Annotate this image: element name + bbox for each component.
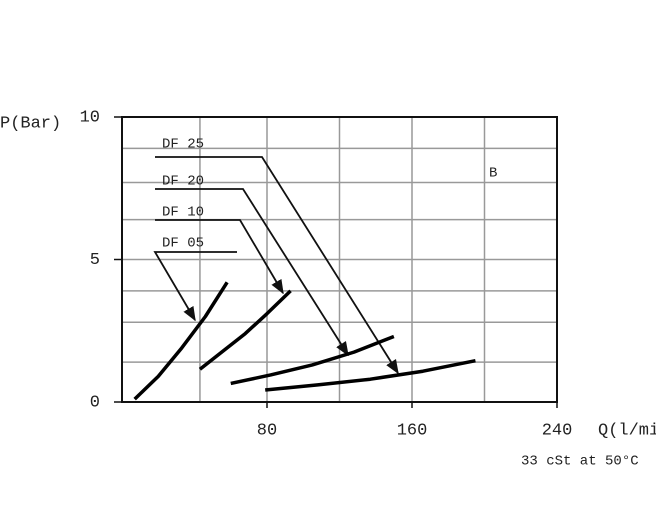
grid	[122, 117, 557, 402]
leader	[155, 219, 284, 295]
note: 33 cSt at 50°C	[521, 454, 639, 470]
x-axis-label: Q(l/min)	[598, 421, 656, 440]
leader	[155, 188, 349, 357]
x-tick-label: 80	[257, 421, 277, 440]
leader	[153, 251, 237, 322]
curve	[198, 289, 292, 371]
curve	[230, 334, 395, 386]
x-tick-label: 240	[542, 421, 573, 440]
curve	[265, 358, 476, 392]
curve-label: DF 25	[162, 137, 204, 153]
y-axis-label: P(Bar)	[0, 114, 61, 133]
x-tick-label: 160	[397, 421, 428, 440]
y-tick-label: 5	[90, 251, 100, 270]
y-tick-label: 10	[80, 108, 100, 127]
curve	[133, 281, 229, 401]
curve-label: DF 05	[162, 236, 204, 252]
curve-label: DF 20	[162, 174, 204, 190]
y-tick-label: 0	[90, 393, 100, 412]
curve-label: DF 10	[162, 205, 204, 221]
annotation: B	[489, 166, 497, 182]
leader	[155, 156, 399, 375]
